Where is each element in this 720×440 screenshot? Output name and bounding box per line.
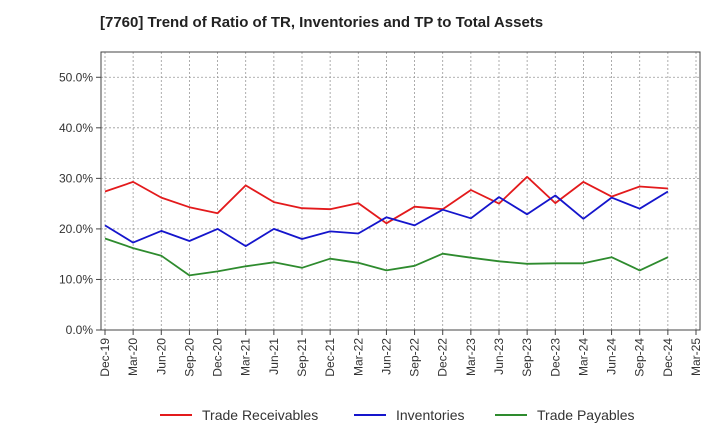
- x-tick-label: Dec-21: [323, 338, 337, 377]
- x-tick-label: Jun-21: [267, 338, 281, 375]
- legend-swatch-trade-receivables: [160, 414, 192, 416]
- legend-item-trade-receivables: Trade Receivables: [160, 404, 318, 426]
- series-lines: [104, 175, 669, 277]
- x-tick-label: Mar-22: [351, 338, 365, 376]
- y-tick-label: 40.0%: [59, 121, 93, 135]
- legend-item-trade-payables: Trade Payables: [495, 404, 635, 426]
- y-tick-label: 0.0%: [66, 323, 94, 337]
- legend-label-inventories: Inventories: [396, 407, 465, 423]
- y-tick-label: 50.0%: [59, 70, 93, 84]
- x-tick-label: Mar-25: [689, 338, 703, 376]
- x-tick-label: Jun-20: [154, 338, 168, 375]
- x-tick-label: Sep-22: [408, 338, 422, 377]
- chart-title: [7760] Trend of Ratio of TR, Inventories…: [100, 14, 544, 31]
- legend-item-inventories: Inventories: [354, 404, 464, 426]
- y-tick-label: 20.0%: [59, 222, 93, 236]
- legend-label-trade-payables: Trade Payables: [537, 407, 635, 423]
- legend-swatch-trade-payables: [495, 414, 527, 416]
- y-tick-label: 30.0%: [59, 171, 93, 185]
- x-tick-label: Mar-23: [464, 338, 478, 376]
- x-tick-label: Sep-23: [520, 338, 534, 377]
- y-tick-label: 10.0%: [59, 272, 93, 286]
- x-axis: Dec-19 Mar-20 Jun-20 Sep-20 Dec-20 Mar-21 Jun-…: [98, 330, 703, 377]
- x-tick-label: Sep-20: [182, 338, 196, 377]
- legend-label-trade-receivables: Trade Receivables: [202, 407, 319, 423]
- x-tick-label: Dec-20: [211, 338, 225, 377]
- x-tick-label: Mar-21: [239, 338, 253, 376]
- plot-area: [100, 51, 701, 331]
- x-tick-label: Dec-19: [98, 338, 112, 377]
- x-tick-label: Sep-24: [633, 338, 647, 377]
- x-tick-label: Dec-23: [548, 338, 562, 377]
- series-line-trade-payables: [104, 237, 669, 277]
- x-tick-label: Sep-21: [295, 338, 309, 377]
- x-tick-label: Dec-24: [661, 338, 675, 377]
- legend-swatch-inventories: [354, 414, 386, 416]
- x-tick-label: Jun-24: [605, 338, 619, 375]
- y-axis: 0.0% 10.0% 20.0% 30.0% 40.0% 50.0%: [59, 70, 101, 337]
- series-line-inventories: [104, 190, 669, 248]
- x-tick-label: Mar-24: [576, 338, 590, 376]
- x-tick-label: Jun-22: [379, 338, 393, 375]
- x-tick-label: Mar-20: [126, 338, 140, 376]
- x-tick-label: Jun-23: [492, 338, 506, 375]
- x-tick-label: Dec-22: [436, 338, 450, 377]
- grid-lines: [101, 52, 700, 331]
- legend: Trade Receivables Inventories Trade Paya…: [0, 404, 720, 426]
- series-line-trade-receivables: [104, 175, 668, 225]
